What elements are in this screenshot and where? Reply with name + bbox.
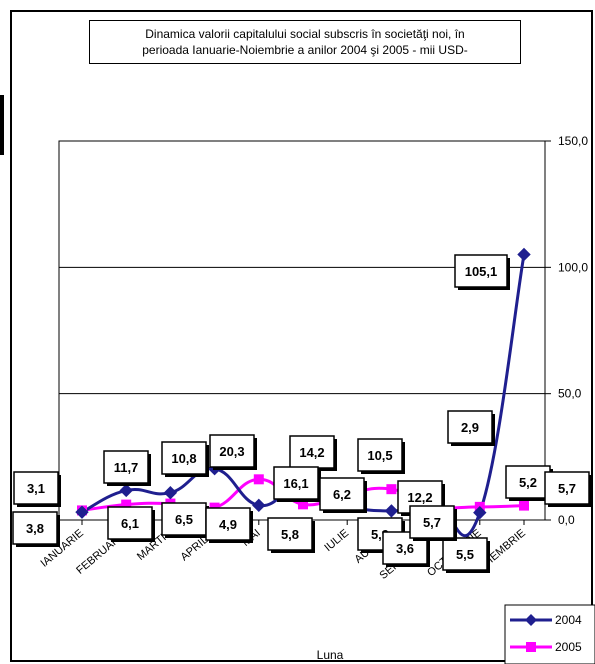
data-label-2005: 16,1 [273, 466, 321, 502]
y-tick-label: 150,0 [558, 134, 588, 148]
data-label-text: 14,2 [299, 445, 324, 460]
data-label-2005: 6,2 [319, 477, 367, 513]
data-label-2005: 3,8 [12, 511, 60, 547]
point-2004 [75, 505, 89, 519]
data-label-text: 16,1 [283, 476, 308, 491]
point-2005 [298, 499, 308, 510]
left-edge-bar [0, 95, 4, 155]
data-label-text: 5,7 [558, 481, 576, 496]
data-label-2005: 5,7 [409, 505, 457, 541]
data-label-2004: 14,2 [289, 435, 337, 471]
data-label-box [273, 466, 319, 500]
data-label-text: 5,8 [281, 527, 299, 542]
x-axis-label: Luna [317, 648, 344, 662]
x-tick-label: IULIE [322, 527, 351, 554]
data-labels: 3,111,710,8 20,35,814,25,93,6 5,52,9105,13… [12, 254, 592, 573]
point-2005 [519, 500, 529, 511]
data-label-box [454, 254, 508, 288]
data-label-text: 3,8 [26, 521, 44, 536]
data-label-text: 4,9 [219, 517, 237, 532]
data-label-2005: 4,9 [205, 507, 253, 543]
data-label-box [209, 434, 255, 468]
data-label-2004: 10,8 [161, 441, 209, 477]
data-label-box [409, 505, 455, 539]
point-2004 [252, 498, 266, 513]
y-axis: 0,0 50,0 100,0 150,0 [545, 134, 588, 527]
data-label-text: 105,1 [465, 264, 498, 279]
point-2004 [473, 505, 487, 520]
data-label-text: 20,3 [219, 444, 244, 459]
data-label-2004: 105,1 [454, 254, 510, 290]
data-label-box [267, 517, 313, 551]
y-tick-label: 100,0 [558, 260, 588, 274]
point-2004 [119, 483, 133, 498]
data-label-2004: 5,8 [267, 517, 315, 553]
data-label-box [13, 471, 59, 505]
data-label-text: 6,5 [175, 512, 193, 527]
data-label-box [357, 438, 403, 472]
legend: 2004 2005 [504, 604, 595, 664]
data-label-2004: 2,9 [447, 410, 495, 446]
y-tick-label: 50,0 [558, 387, 582, 401]
legend-marker-2004 [525, 614, 537, 626]
data-label-text: 6,1 [121, 516, 139, 531]
data-label-box [505, 465, 551, 499]
data-label-text: 2,9 [461, 420, 479, 435]
legend-marker-2005 [526, 642, 536, 652]
point-2004 [163, 486, 178, 500]
data-label-2004: 20,3 [209, 434, 257, 470]
data-label-text: 12,2 [407, 490, 432, 505]
data-label-2005: 6,1 [107, 506, 155, 542]
data-label-text: 3,1 [27, 481, 45, 496]
data-label-text: 5,7 [423, 515, 441, 530]
data-label-text: 10,8 [171, 451, 196, 466]
data-label-text: 5,5 [456, 547, 474, 562]
point-2004 [384, 504, 399, 518]
chart-title-line-2: perioada Ianuarie-Noiembrie a anilor 200… [142, 43, 468, 57]
data-label-box [442, 537, 488, 571]
data-label-box [161, 441, 207, 475]
data-label-2005: 5,7 [544, 471, 592, 507]
data-label-text: 5,2 [519, 475, 537, 490]
data-label-box [447, 410, 493, 444]
data-label-text: 6,2 [333, 487, 351, 502]
data-label-2004: 3,1 [13, 471, 61, 507]
data-label-box [103, 450, 149, 484]
chart-title: Dinamica valorii capitalului social subs… [89, 20, 521, 64]
legend-label-2005: 2005 [555, 640, 582, 654]
data-label-text: 10,5 [367, 448, 392, 463]
outer-border [10, 10, 593, 662]
data-label-2005: 10,5 [357, 438, 405, 474]
legend-label-2004: 2004 [555, 613, 582, 627]
point-2004 [517, 247, 531, 262]
data-label-2004: 5,5 [442, 537, 490, 573]
data-label-text: 11,7 [114, 460, 139, 475]
y-tick-label: 0,0 [558, 513, 575, 527]
data-label-box [544, 471, 590, 505]
point-2005 [386, 484, 397, 495]
data-label-box [205, 507, 251, 541]
legend-box [504, 604, 595, 664]
data-label-box [12, 511, 58, 545]
data-label-box [107, 506, 153, 540]
data-label-2005: 6,5 [161, 502, 209, 538]
chart-title-line-1: Dinamica valorii capitalului social subs… [145, 27, 465, 41]
data-label-2004: 11,7 [103, 450, 151, 486]
data-label-box [161, 502, 207, 536]
point-2005 [121, 499, 132, 510]
data-label-box [319, 477, 365, 511]
data-label-text: 3,6 [396, 541, 414, 556]
point-2005 [253, 474, 264, 485]
